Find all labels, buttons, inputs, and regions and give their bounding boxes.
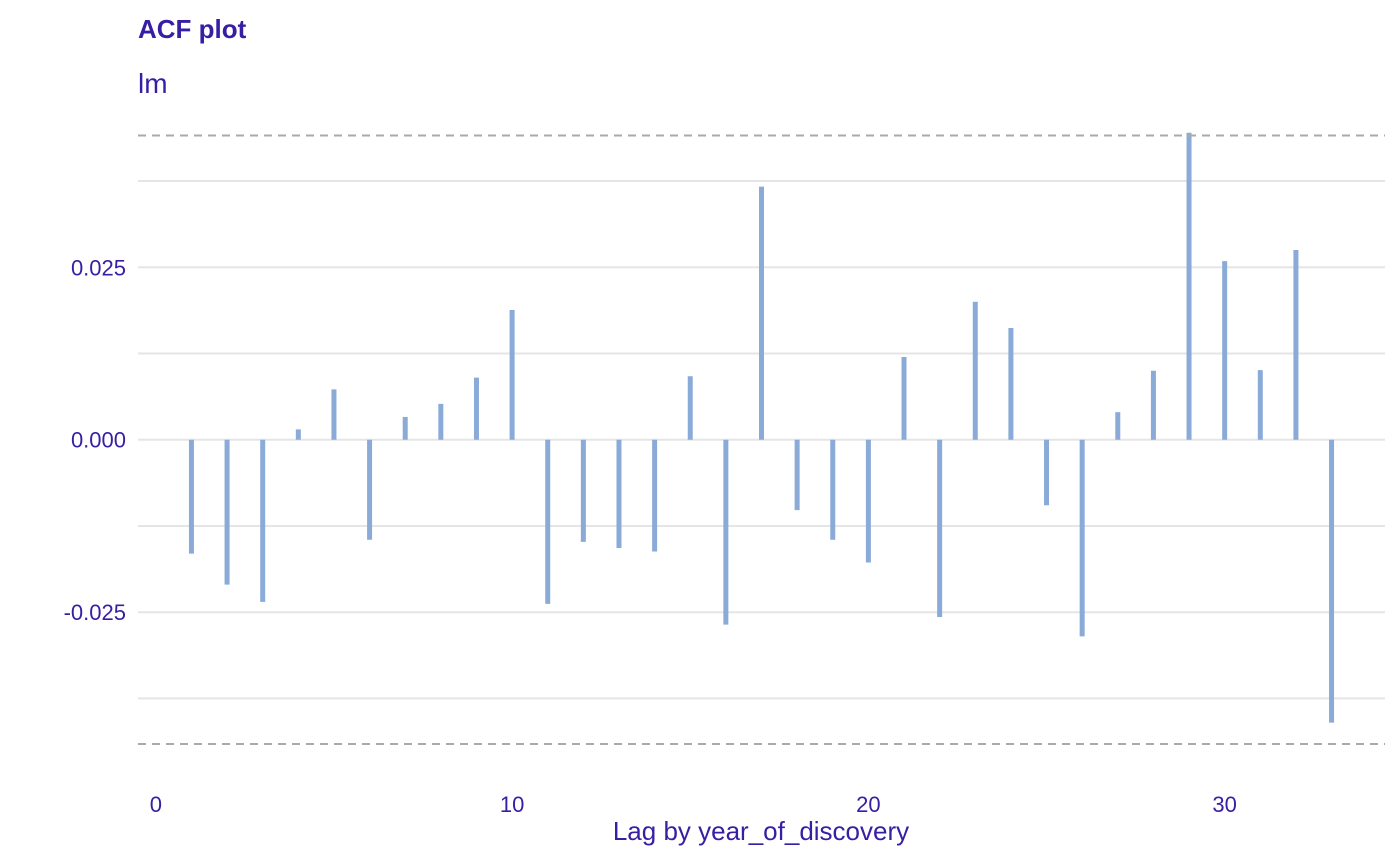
x-axis-label: Lag by year_of_discovery <box>612 816 910 846</box>
y-tick-labels: -0.025 0.000 0.025 <box>64 255 126 625</box>
y-tick-label: 0.000 <box>71 428 126 453</box>
x-tick-label: 30 <box>1212 792 1236 817</box>
x-tick-label: 20 <box>856 792 880 817</box>
chart-title: ACF plot <box>138 14 247 44</box>
y-tick-label: -0.025 <box>64 600 126 625</box>
confidence-bounds <box>138 134 1385 745</box>
x-tick-labels: 0 10 20 30 <box>150 792 1237 817</box>
x-tick-label: 10 <box>500 792 524 817</box>
y-tick-label: 0.025 <box>71 255 126 280</box>
chart-subtitle: lm <box>138 68 168 99</box>
acf-bars <box>188 132 1335 723</box>
x-tick-label: 0 <box>150 792 162 817</box>
